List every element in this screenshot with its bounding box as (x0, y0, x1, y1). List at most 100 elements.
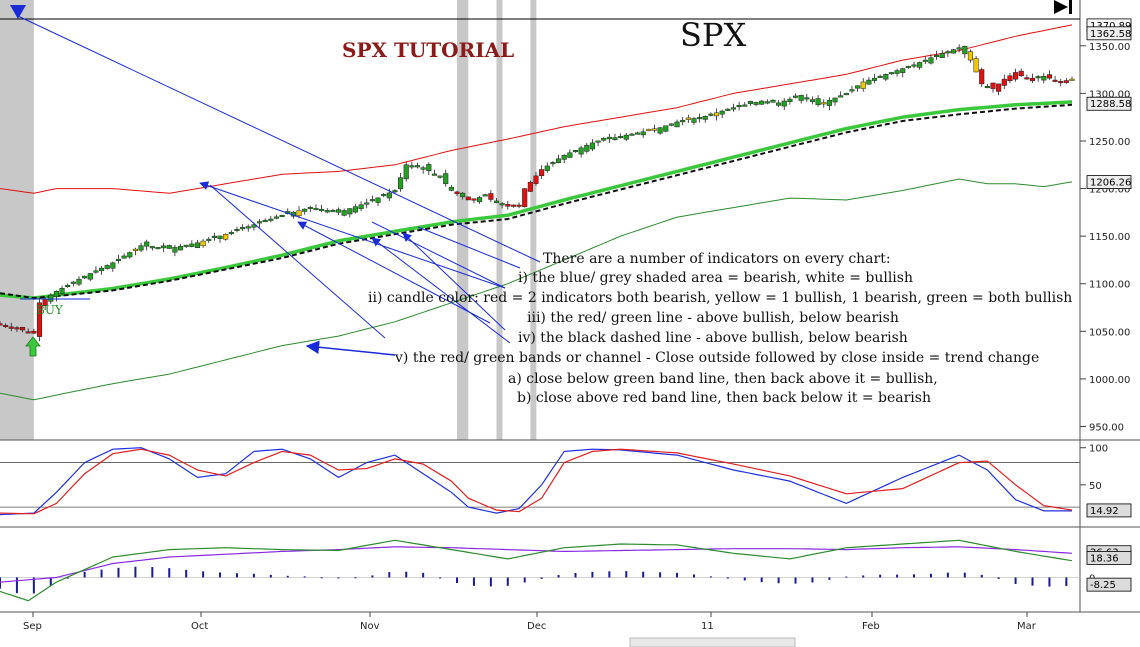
candle (623, 132, 629, 142)
candle (183, 244, 189, 249)
up-arrow-icon (25, 336, 41, 357)
chart-scrollbar[interactable] (629, 637, 796, 647)
candle (206, 236, 212, 243)
candle (347, 207, 353, 218)
candle (821, 99, 827, 108)
stochastic-panel: 100 50 (0, 444, 1108, 516)
down-triangle-icon (10, 5, 26, 19)
candle (939, 49, 945, 58)
macd-histogram-bar (896, 574, 899, 578)
candle (612, 133, 618, 141)
macd-histogram-bar (692, 574, 695, 578)
macd-panel: 0 (0, 539, 1095, 602)
candle (31, 328, 37, 335)
macd-histogram-bar (235, 573, 238, 578)
candle (99, 266, 105, 275)
candle (911, 61, 917, 69)
candle (414, 162, 421, 169)
candle (702, 115, 708, 123)
macd-histogram-bar (151, 567, 154, 578)
candle (550, 161, 556, 167)
candle (0, 321, 3, 326)
candle (866, 77, 872, 85)
macd-histogram-bar (202, 571, 205, 578)
candle (962, 45, 968, 58)
macd-histogram-bar (760, 577, 763, 583)
macd-histogram-bar (185, 569, 188, 578)
candle (115, 254, 122, 264)
candle (522, 188, 528, 208)
candlesticks (0, 44, 1075, 342)
note-1: i) the blue/ grey shaded area = bearish,… (518, 270, 913, 286)
last-value-badges: 1370.891362.581288.581206.2614.9226.6318… (1086, 18, 1132, 592)
candle (883, 73, 889, 82)
price-tick-label: 1150.00 (1089, 232, 1130, 243)
macd-histogram-bar (134, 566, 137, 578)
macd-histogram-bar (726, 577, 729, 579)
candle (776, 100, 782, 107)
candle (578, 145, 584, 158)
value-badge: 1362.58 (1086, 26, 1132, 41)
macd-histogram-bar (422, 572, 425, 578)
candle (194, 239, 201, 249)
candle (561, 154, 567, 164)
value-badge: -8.25 (1086, 577, 1132, 592)
svg-text:1370.89: 1370.89 (1090, 21, 1131, 32)
candle (510, 204, 516, 208)
candle (860, 78, 866, 92)
candle (1018, 68, 1024, 77)
candle (36, 298, 43, 342)
macd-histogram-bar (777, 577, 780, 584)
candle (488, 189, 494, 203)
macd-histogram-bar (49, 577, 52, 586)
candle (713, 108, 720, 121)
candle (1013, 68, 1019, 82)
macd-histogram-bar (252, 573, 255, 578)
note-6: a) close below green band line, then bac… (508, 371, 938, 387)
candle (448, 184, 454, 192)
candle (471, 198, 477, 204)
candle (369, 195, 375, 203)
candle (211, 232, 217, 241)
candle (189, 240, 195, 248)
macd-histogram-bar (997, 577, 1000, 579)
candle (685, 114, 691, 123)
candle (635, 131, 641, 135)
svg-text:1288.58: 1288.58 (1090, 99, 1131, 110)
candle (76, 276, 82, 287)
candle (764, 99, 770, 105)
macd-histogram-bar (506, 577, 509, 586)
date-tick-label: 11 (701, 621, 714, 632)
price-axis: 1350.00 1300.00 1250.00 1200.00 1150.00 1100.… (1080, 42, 1130, 433)
candle (979, 67, 985, 87)
candle (161, 242, 167, 253)
play-marker-icon (1054, 0, 1068, 14)
stoch-tick-label: 100 (1089, 444, 1108, 455)
value-badge: 18.36 (1086, 551, 1132, 565)
candle (1052, 75, 1058, 83)
svg-text:1206.26: 1206.26 (1090, 178, 1131, 189)
macd-histogram-bar (845, 576, 848, 578)
candle (855, 85, 861, 92)
macd-histogram-bar (862, 575, 865, 578)
candle (93, 266, 99, 274)
stoch-tick-label: 50 (1089, 481, 1102, 492)
candle (296, 206, 302, 219)
candle (166, 244, 172, 249)
candle (398, 173, 404, 192)
macd-histogram-bar (168, 568, 171, 578)
svg-text:14.92: 14.92 (1090, 506, 1119, 517)
price-tick-label: 1050.00 (1089, 327, 1130, 338)
candle (8, 322, 14, 332)
candle (104, 264, 110, 270)
lower-band-line (0, 178, 1073, 401)
candle (917, 61, 923, 70)
macd-histogram-bar (828, 577, 831, 580)
candle (838, 91, 844, 98)
candle (132, 247, 138, 256)
macd-line-green (0, 539, 1073, 602)
candle (1001, 74, 1007, 90)
candle (996, 83, 1002, 96)
candle (843, 92, 849, 96)
